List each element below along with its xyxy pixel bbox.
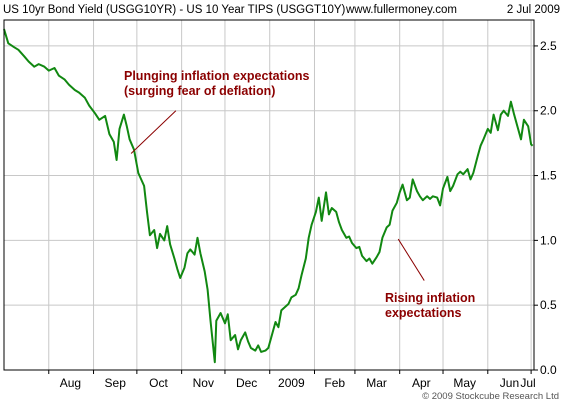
x-tick-label: 2009 — [278, 376, 305, 390]
x-tick-label: Oct — [149, 376, 168, 390]
x-tick-label: Aug — [60, 376, 81, 390]
series-layer — [3, 28, 534, 364]
x-tick-label: Dec — [236, 376, 257, 390]
annotation-text: Plunging inflation expectations — [124, 69, 309, 83]
header-title: US 10yr Bond Yield (USGG10YR) - US 10 Ye… — [3, 4, 346, 16]
annotation-pointer — [397, 238, 425, 281]
x-tick-label: Nov — [193, 376, 214, 390]
y-tick-label: 0.5 — [540, 298, 557, 312]
header-source: www.fullermoney.com — [345, 4, 457, 16]
x-tick-label: Jun — [500, 376, 519, 390]
header-source-backdrop — [345, 1, 463, 16]
x-tick-label: Jul — [520, 376, 535, 390]
x-tick-label: Apr — [412, 376, 431, 390]
series-line — [3, 28, 534, 364]
grid-layer — [4, 20, 534, 371]
y-tick-label: 1.5 — [540, 169, 557, 183]
annotation-text: Rising inflation — [385, 291, 475, 305]
x-tick-label: May — [453, 376, 476, 390]
footer-copyright: © 2009 Stockcube Research Ltd — [422, 391, 559, 402]
y-tick-label: 0.0 — [540, 363, 557, 377]
annotation-text: (surging fear of deflation) — [124, 84, 275, 98]
header-date: 2 Jul 2009 — [507, 4, 560, 16]
annotation-text: expectations — [385, 306, 461, 320]
x-tick-label: Sep — [105, 376, 127, 390]
y-tick-label: 1.0 — [540, 233, 557, 247]
annotation-layer: Plunging inflation expectations(surging … — [124, 69, 475, 320]
annotation-pointer — [130, 110, 177, 154]
plot-frame — [3, 19, 535, 371]
y-tick-label: 2.5 — [540, 39, 557, 53]
y-tick-label: 2.0 — [540, 104, 557, 118]
x-tick-label: Mar — [366, 376, 387, 390]
tick-layer: 0.0 0.5 1.0 1.5 2.0 2.5 Aug Sep Oct Nov Dec 2009 Feb… — [48, 39, 557, 390]
x-tick-label: Feb — [324, 376, 345, 390]
